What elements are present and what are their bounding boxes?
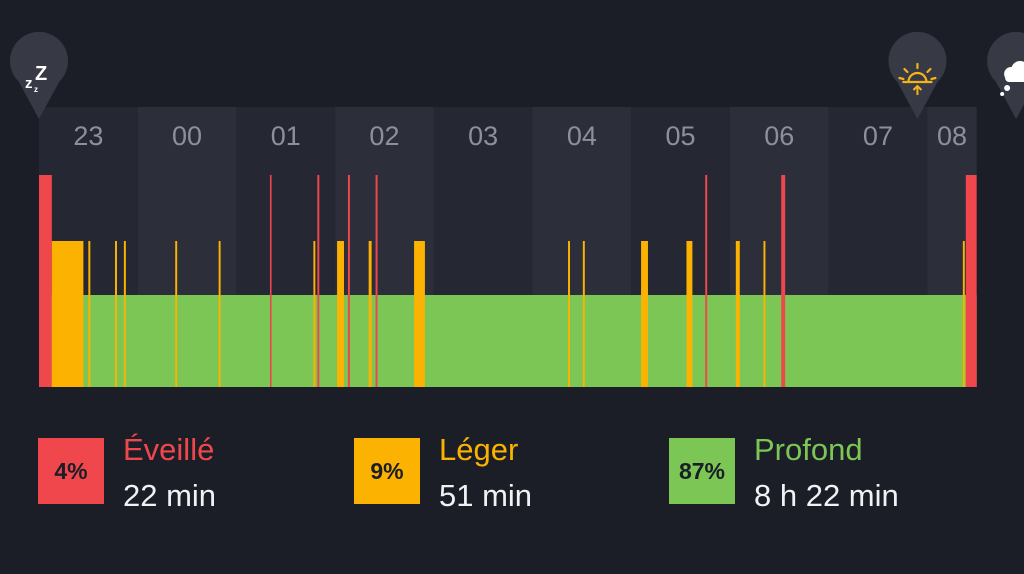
legend-deep: 87% Profond 8 h 22 min [669, 432, 969, 522]
light-segment [114, 241, 117, 387]
awake-segment [375, 175, 378, 387]
sleep-zz-icon: z Zz [25, 63, 47, 94]
stage-bars [39, 175, 977, 387]
awake-segment [269, 175, 272, 387]
deep-stage-label: Profond [754, 432, 863, 467]
svg-text:z: z [34, 85, 38, 94]
hour-label: 03 [468, 121, 498, 151]
svg-text:z: z [25, 75, 33, 92]
hour-label: 02 [369, 121, 399, 151]
awake-percent-badge: 4% [38, 438, 104, 504]
light-segment [368, 241, 372, 387]
hour-label: 06 [764, 121, 794, 151]
awake-segment [317, 175, 320, 387]
light-segment [313, 241, 316, 387]
deep-sleep-band [39, 295, 977, 387]
awake-segment [347, 175, 350, 387]
dream-cloud-marker [987, 31, 1024, 119]
awake-segment [781, 175, 786, 387]
light-segment [414, 241, 425, 387]
deep-duration: 8 h 22 min [754, 478, 899, 513]
light-segment [337, 241, 344, 387]
svg-text:Z: Z [35, 63, 47, 85]
hour-labels: 23 00 01 02 03 04 05 06 07 08 [73, 121, 967, 151]
hour-label: 04 [567, 121, 597, 151]
light-segment [641, 241, 648, 387]
hour-label: 01 [271, 121, 301, 151]
light-segment [218, 241, 221, 387]
awake-segment [965, 175, 977, 387]
light-segment [568, 241, 571, 387]
hour-label: 08 [937, 121, 967, 151]
light-segment [962, 241, 965, 387]
sleep-zz-marker: z Zz [9, 31, 68, 119]
hour-label: 07 [863, 121, 893, 151]
dream-cloud-icon [1000, 61, 1024, 96]
light-segment [51, 241, 84, 387]
light-segment [175, 241, 178, 387]
light-segment [763, 241, 766, 387]
hour-label: 05 [666, 121, 696, 151]
light-segment [686, 241, 693, 387]
light-segment [123, 241, 126, 387]
sunrise-marker [888, 31, 947, 120]
event-markers: z Zz [9, 31, 1024, 120]
awake-duration: 22 min [123, 478, 217, 513]
legend-light: 9% Léger 51 min [354, 432, 654, 522]
light-segment [88, 241, 91, 387]
legend-awake: 4% Éveillé 22 min [38, 432, 338, 522]
light-segment [735, 241, 740, 387]
light-duration: 51 min [439, 478, 533, 513]
light-percent-badge: 9% [354, 438, 420, 504]
awake-stage-label: Éveillé [123, 432, 215, 467]
awake-segment [39, 175, 52, 387]
hour-label: 23 [73, 121, 103, 151]
awake-segment [705, 175, 708, 387]
deep-percent-badge: 87% [669, 438, 735, 504]
light-stage-label: Léger [439, 432, 519, 467]
sunrise-icon [898, 62, 937, 95]
hour-label: 00 [172, 121, 202, 151]
light-segment [582, 241, 585, 387]
hypnogram-chart: 23 00 01 02 03 04 05 06 07 08 z Zz [9, 31, 1024, 387]
